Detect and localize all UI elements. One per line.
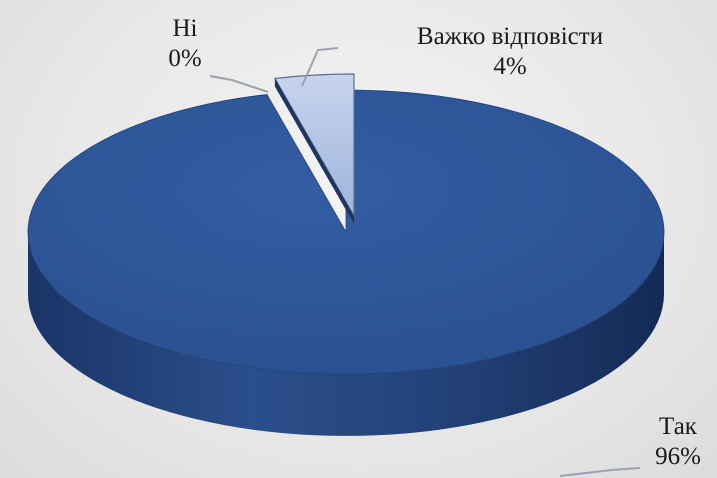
data-label-ni: Ні 0% (150, 14, 220, 74)
slice-label-ni: Ні (172, 15, 198, 42)
slice-edge-vazhko (274, 78, 354, 225)
slice-label-vazhko: Важко відповісти (416, 23, 604, 50)
data-label-vazhko: Важко відповісти 4% (370, 22, 650, 82)
slice-side-tak (28, 232, 664, 436)
slice-tak (27, 89, 665, 375)
slice-label-tak: Так (659, 413, 697, 440)
slice-value-tak: 96% (655, 443, 701, 470)
slice-vazhko (273, 73, 355, 219)
leader-line-ni (209, 75, 269, 93)
data-label-tak: Так 96% (640, 412, 716, 472)
slice-value-vazhko: 4% (493, 53, 527, 80)
leader-line-tak (559, 467, 641, 477)
slice-value-ni: 0% (168, 45, 202, 72)
leader-line-vazhko (301, 47, 339, 87)
